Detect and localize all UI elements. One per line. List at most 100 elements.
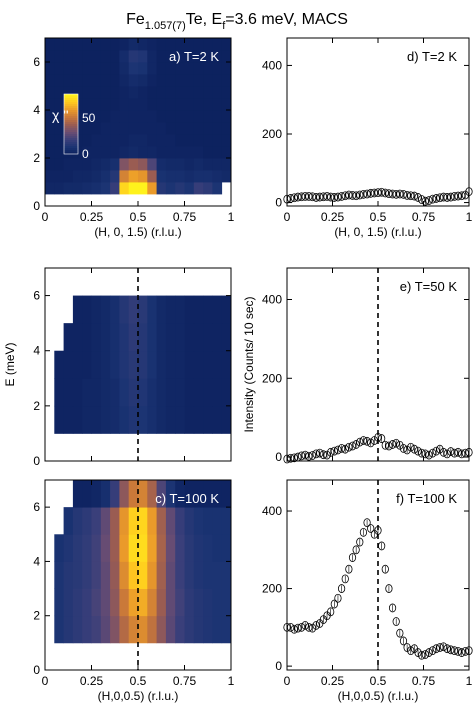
- colorbar-segment: [64, 124, 78, 127]
- heatmap-cell: [147, 405, 157, 434]
- heatmap-cell: [128, 122, 139, 135]
- heatmap-cell: [203, 134, 213, 147]
- data-point: [458, 648, 466, 657]
- data-point: [418, 448, 426, 458]
- heatmap-cell: [193, 534, 204, 562]
- heatmap-cell: [82, 62, 92, 75]
- data-point: [450, 646, 459, 656]
- data-point: [432, 446, 440, 456]
- heatmap-cell: [82, 615, 92, 644]
- data-point: [356, 537, 364, 547]
- data-point: [294, 623, 302, 633]
- heatmap-cell: [193, 378, 204, 407]
- data-point: [374, 188, 382, 198]
- heatmap-cell: [147, 50, 157, 63]
- heatmap-cell: [110, 480, 120, 508]
- data-point: [356, 190, 364, 200]
- heatmap-cell: [45, 50, 55, 63]
- heatmap-cell: [147, 507, 157, 535]
- panel-a: 0 0.25 0.5 0.75 1 0 2 4 6 a) T=2 K (H, 0, 1.5) (r.…: [33, 37, 235, 239]
- heatmap-cell: [156, 350, 167, 379]
- data-point: [370, 188, 378, 198]
- panels: 0 0.25 0.5 0.75 1 0 2 4 6 a) T=2 K (H, 0, 1.5) (r.…: [3, 37, 473, 703]
- heatmap-cell: [72, 158, 83, 171]
- data-point: [385, 189, 393, 199]
- heatmap-cell: [91, 62, 102, 75]
- heatmap-cell: [110, 86, 120, 99]
- heatmap-cell: [165, 98, 176, 111]
- heatmap-cell: [91, 38, 102, 51]
- heatmap-cell: [175, 588, 185, 617]
- colorbar-segment: [64, 134, 78, 137]
- data-point: [428, 194, 437, 204]
- heatmap-cell: [100, 295, 111, 324]
- heatmap-cell: [175, 110, 185, 123]
- heatmap-cell: [119, 38, 130, 51]
- heatmap-cell: [128, 182, 139, 195]
- colorbar-segment: [64, 98, 78, 101]
- heatmap-cell: [221, 122, 232, 135]
- heatmap-cell: [119, 615, 130, 644]
- heatmap-cell: [184, 146, 195, 159]
- heatmap-cell: [63, 182, 74, 195]
- heatmap-cell: [203, 50, 213, 63]
- heatmap-cell: [91, 378, 102, 407]
- data-point: [334, 593, 342, 603]
- y-tick-label: 200: [262, 371, 282, 385]
- heatmap-cell: [72, 534, 83, 562]
- data-point: [385, 584, 393, 593]
- heatmap-cell: [72, 615, 83, 644]
- heatmap-cell: [175, 507, 185, 535]
- colorbar-segment: [64, 108, 78, 111]
- heatmap-cell: [175, 534, 185, 562]
- heatmap-cell: [100, 158, 111, 171]
- heatmap-cell: [138, 98, 148, 111]
- colorbar-tick-label: 0: [82, 147, 89, 161]
- data-point: [290, 624, 298, 634]
- heatmap-cell: [212, 134, 223, 147]
- heatmap-cell: [156, 507, 167, 535]
- heatmap-cell: [156, 98, 167, 111]
- heatmap-cell: [91, 158, 102, 171]
- heatmap-cell: [203, 170, 213, 183]
- heatmap-cell: [193, 158, 204, 171]
- title-part: 1.057(7): [145, 20, 186, 32]
- panel-f: 0 0.25 0.5 0.75 1 0 200 400 f) T=100 K (H,0,0.5) …: [262, 479, 473, 703]
- heatmap-cell: [221, 378, 232, 407]
- heatmap-cell: [203, 122, 213, 135]
- panel-label: e) T=50 K: [400, 279, 458, 294]
- data-point: [305, 451, 313, 461]
- heatmap-cell: [165, 561, 176, 589]
- heatmap-cell: [156, 615, 167, 644]
- heatmap-cell: [184, 182, 195, 195]
- data-point: [319, 450, 327, 460]
- data-point: [290, 193, 298, 203]
- data-point: [403, 190, 411, 200]
- data-point: [308, 192, 317, 202]
- heatmap-cell: [63, 561, 74, 589]
- heatmap-cell: [184, 378, 195, 407]
- heatmap-cell: [203, 158, 213, 171]
- heatmap-cell: [184, 98, 195, 111]
- data-point: [294, 192, 302, 202]
- heatmap-cell: [193, 122, 204, 135]
- data-point: [327, 447, 335, 457]
- heatmap-cell: [212, 98, 223, 111]
- heatmap-cell: [110, 534, 120, 562]
- heatmap-cell: [128, 170, 139, 183]
- heatmap-cell: [63, 170, 74, 183]
- heatmap-cell: [212, 295, 223, 324]
- data-point: [337, 584, 346, 593]
- heatmap-cell: [156, 378, 167, 407]
- data-point: [421, 196, 429, 206]
- heatmap-cell: [63, 615, 74, 644]
- heatmap-cell: [128, 62, 139, 75]
- data-point: [432, 194, 440, 203]
- heatmap-cell: [156, 295, 167, 324]
- heatmap-cell: [156, 86, 167, 99]
- heatmap-cell: [128, 350, 139, 379]
- heatmap-cell: [54, 561, 64, 589]
- heatmap-cell: [221, 62, 232, 75]
- heatmap-cell: [203, 480, 213, 508]
